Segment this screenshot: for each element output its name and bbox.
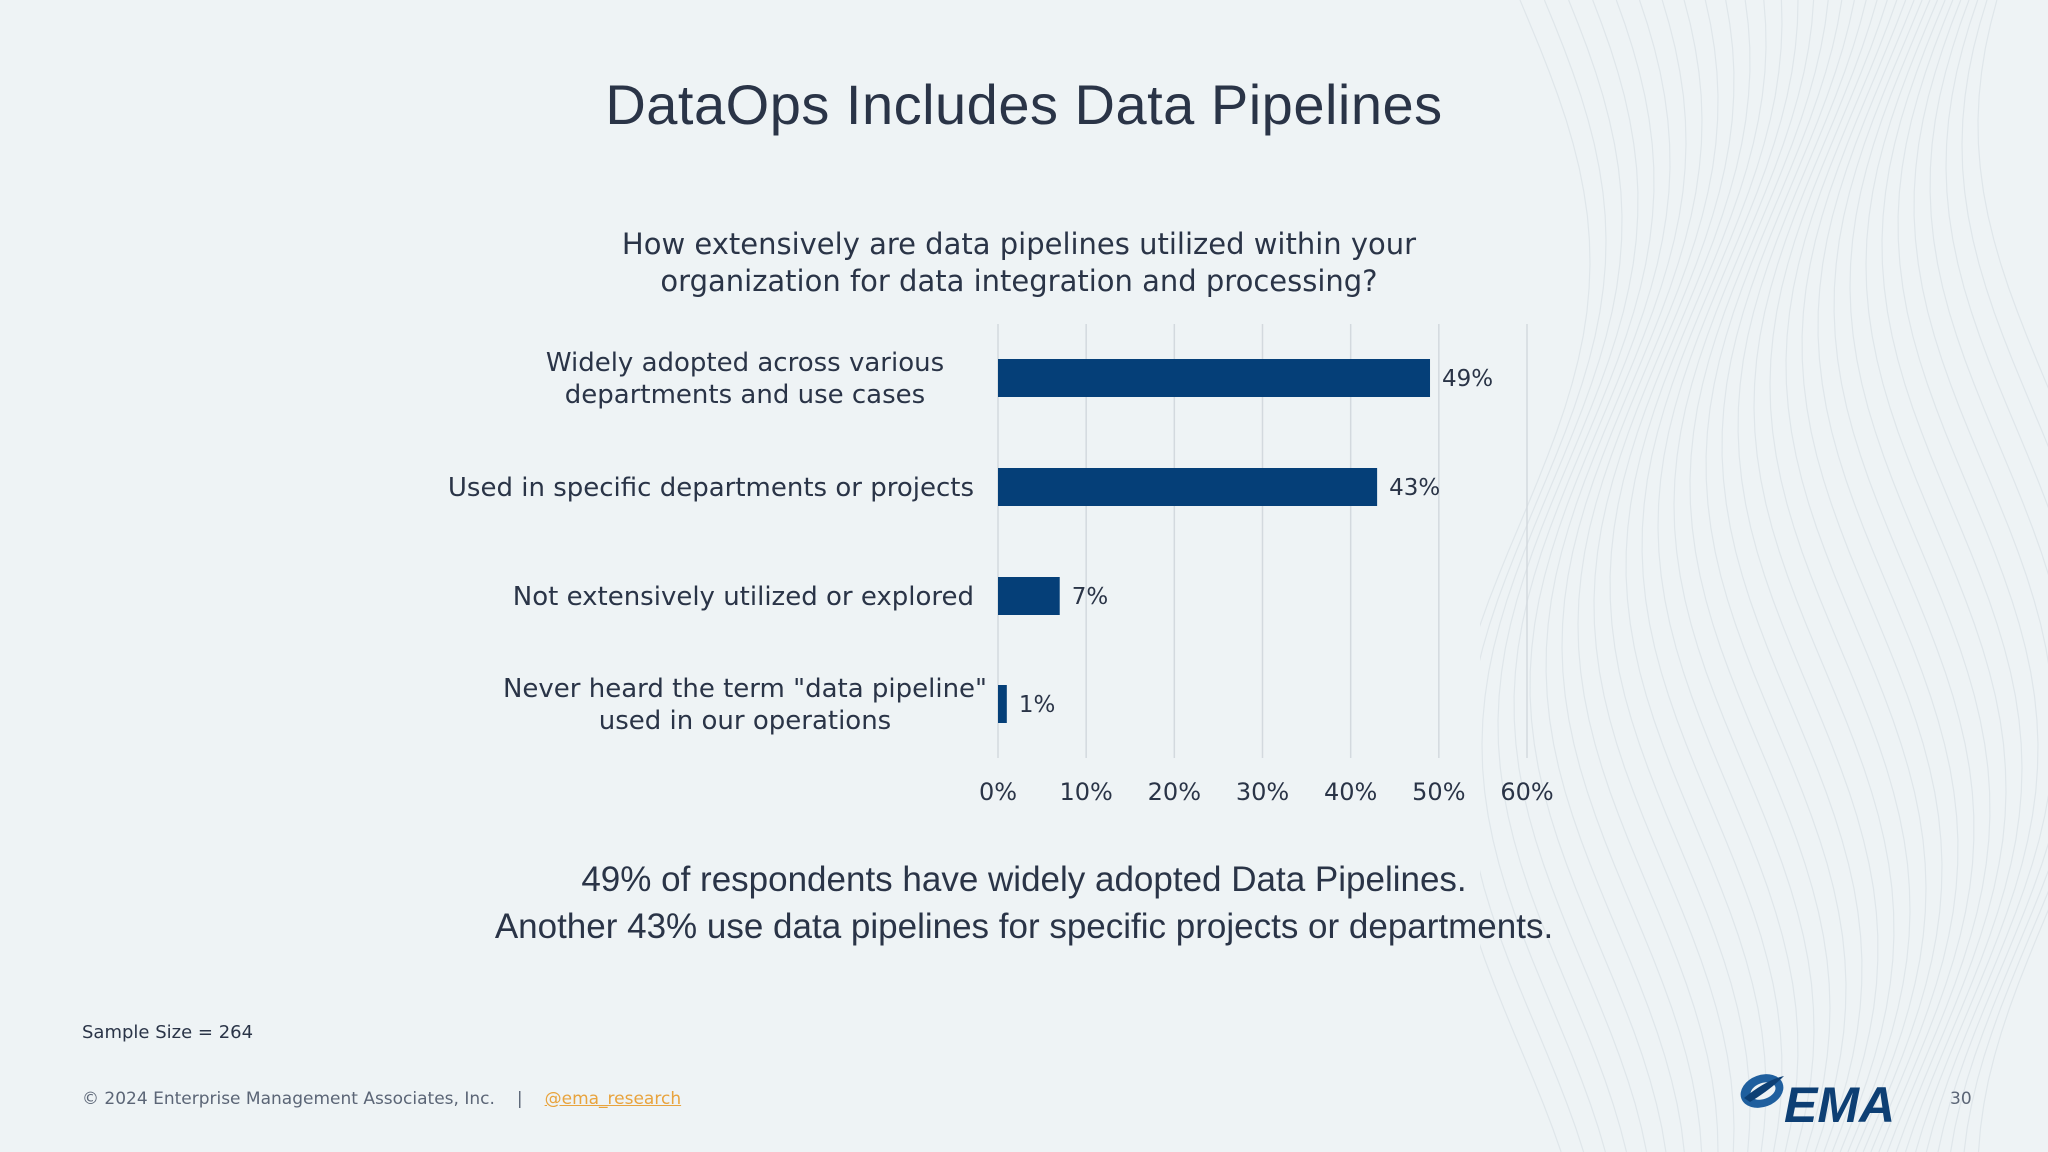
bar (998, 359, 1431, 397)
wave-line (1801, 0, 1943, 1152)
wave-line (1785, 0, 1927, 1152)
wave-line (1945, 0, 2048, 1152)
ema-logo: EMA (1740, 1074, 1895, 1126)
wave-line (1480, 0, 1591, 1152)
wave-line (1593, 0, 1735, 1152)
wave-line (1481, 0, 1623, 1152)
x-tick-label: 0% (979, 778, 1017, 806)
wave-line (1769, 0, 1911, 1152)
bar (998, 577, 1060, 615)
wave-line (1833, 0, 1975, 1152)
category-label: Not extensively utilized or explored (513, 582, 974, 612)
wave-line (1929, 0, 2048, 1152)
wave-line (1977, 0, 2048, 1152)
wave-line (1657, 0, 1799, 1152)
bar (998, 685, 1007, 723)
x-tick-label: 30% (1236, 778, 1289, 806)
background-wave-pattern (1480, 0, 2048, 1152)
data-label: 43% (1389, 475, 1440, 501)
wave-line (1913, 0, 2048, 1152)
wave-line (1865, 0, 2007, 1152)
wave-line (1849, 0, 1991, 1152)
wave-line (1545, 0, 1687, 1152)
takeaway-line-2: Another 43% use data pipelines for speci… (494, 907, 1554, 946)
wave-line (1753, 0, 1895, 1152)
chart-category-labels: Widely adopted across variousdepartments… (448, 348, 987, 736)
wave-line (1897, 0, 2039, 1152)
wave-line (1817, 0, 1959, 1152)
wave-line (1673, 0, 1815, 1152)
wave-line (1577, 0, 1719, 1152)
wave-line (1497, 0, 1639, 1152)
slide-title: DataOps Includes Data Pipelines (605, 73, 1443, 136)
x-tick-label: 60% (1500, 778, 1553, 806)
copyright-text: © 2024 Enterprise Management Associates,… (82, 1089, 495, 1109)
takeaway-line-1: 49% of respondents have widely adopted D… (581, 860, 1467, 899)
footer: © 2024 Enterprise Management Associates,… (82, 1089, 681, 1109)
svg-text:EMA: EMA (1784, 1077, 1895, 1126)
wave-line (1480, 0, 1607, 1152)
page-number: 30 (1950, 1089, 1972, 1109)
chart-title-line-1: How extensively are data pipelines utili… (622, 227, 1416, 261)
category-label: Widely adopted across various (546, 348, 944, 378)
wave-line (1721, 0, 1863, 1152)
chart-x-axis-ticks: 0% 10% 20% 30% 40% 50% 60% (979, 778, 1554, 806)
category-label: Used in specific departments or projects (448, 473, 974, 503)
sample-size-note: Sample Size = 264 (82, 1022, 254, 1043)
bar (998, 468, 1378, 506)
category-label: used in our operations (599, 706, 891, 736)
chart-title: How extensively are data pipelines utili… (622, 227, 1416, 298)
data-label: 7% (1072, 584, 1109, 610)
chart-bars (998, 359, 1431, 723)
chart-title-line-2: organization for data integration and pr… (660, 264, 1377, 298)
wave-line (1529, 0, 1671, 1152)
category-label: Never heard the term "data pipeline" (503, 674, 987, 704)
wave-line (1881, 0, 2023, 1152)
wave-line (1625, 0, 1767, 1152)
wave-line (1737, 0, 1879, 1152)
wave-line (1961, 0, 2048, 1152)
category-label: departments and use cases (565, 380, 925, 410)
wave-line (1705, 0, 1847, 1152)
social-handle-link[interactable]: @ema_research (544, 1089, 682, 1109)
wave-line (1689, 0, 1831, 1152)
x-tick-label: 20% (1148, 778, 1201, 806)
wave-line (1513, 0, 1655, 1152)
wave-line (1641, 0, 1783, 1152)
footer-separator: | (516, 1089, 523, 1109)
x-tick-label: 50% (1412, 778, 1465, 806)
chart-data-labels: 49% 43% 7% 1% (1019, 366, 1493, 718)
x-tick-label: 40% (1324, 778, 1377, 806)
wave-line (1609, 0, 1751, 1152)
wave-line (1561, 0, 1703, 1152)
data-label: 1% (1019, 692, 1056, 718)
bar-chart: How extensively are data pipelines utili… (448, 227, 1554, 806)
takeaway-text: 49% of respondents have widely adopted D… (0, 856, 2048, 950)
data-label: 49% (1442, 366, 1493, 392)
x-tick-label: 10% (1059, 778, 1112, 806)
